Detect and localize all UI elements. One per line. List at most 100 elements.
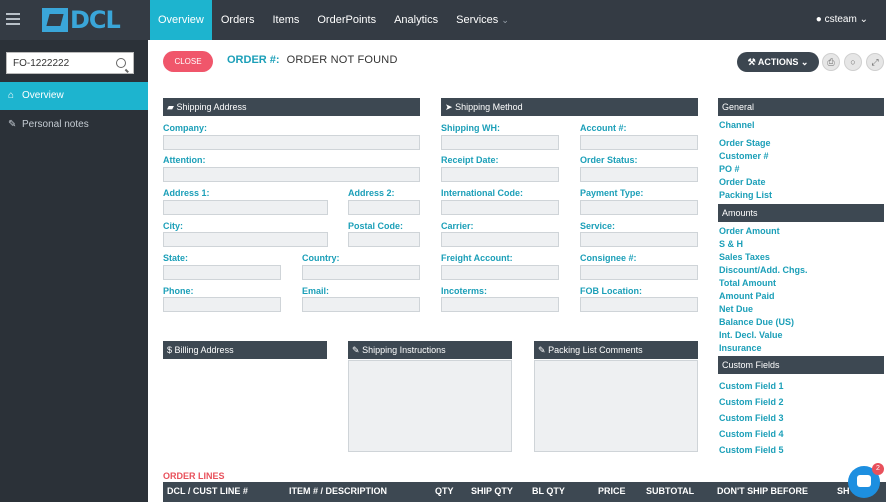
phone-label: Phone: bbox=[163, 286, 194, 296]
general-link-customer[interactable]: Customer # bbox=[719, 151, 769, 161]
column-header[interactable]: DON'T SHIP BEFORE bbox=[717, 486, 808, 496]
order-lines-table-header: DCL / CUST LINE # ITEM # / DESCRIPTION Q… bbox=[163, 482, 886, 502]
column-header[interactable]: SH bbox=[837, 486, 850, 496]
custom-fields-header: Custom Fields bbox=[718, 356, 884, 374]
column-header[interactable]: BL QTY bbox=[532, 486, 565, 496]
sidebar-item-personal-notes[interactable]: ✎ Personal notes bbox=[0, 111, 148, 139]
company-field[interactable] bbox=[163, 135, 420, 150]
consignee-label: Consignee #: bbox=[580, 253, 637, 263]
general-link-packing-list[interactable]: Packing List bbox=[719, 190, 773, 200]
city-label: City: bbox=[163, 221, 183, 231]
amount-link[interactable]: Sales Taxes bbox=[719, 252, 770, 262]
column-header[interactable]: DCL / CUST LINE # bbox=[167, 486, 248, 496]
amount-link[interactable]: S & H bbox=[719, 239, 744, 249]
chat-badge: 2 bbox=[872, 463, 884, 475]
custom-field-link[interactable]: Custom Field 5 bbox=[719, 445, 784, 455]
receipt-date-field[interactable] bbox=[441, 167, 559, 182]
state-field[interactable] bbox=[163, 265, 281, 280]
main-nav: Overview Orders Items OrderPoints Analyt… bbox=[150, 0, 518, 40]
amount-link[interactable]: Int. Decl. Value bbox=[719, 330, 783, 340]
user-menu[interactable]: ● csteam ⌄ bbox=[816, 14, 868, 25]
search-input[interactable] bbox=[7, 53, 107, 73]
shipping-wh-field[interactable] bbox=[441, 135, 559, 150]
account-field[interactable] bbox=[580, 135, 698, 150]
email-label: Email: bbox=[302, 286, 330, 296]
carrier-field[interactable] bbox=[441, 232, 559, 247]
amount-link[interactable]: Balance Due (US) bbox=[719, 317, 795, 327]
amount-link[interactable]: Net Due bbox=[719, 304, 754, 314]
section-title: Billing Address bbox=[174, 345, 234, 355]
logo[interactable]: DCL bbox=[42, 6, 121, 34]
amount-link[interactable]: Total Amount bbox=[719, 278, 776, 288]
account-label: Account #: bbox=[580, 123, 627, 133]
nav-items[interactable]: Items bbox=[272, 14, 300, 26]
state-label: State: bbox=[163, 253, 189, 263]
shipping-method-header: ➤ Shipping Method bbox=[441, 98, 698, 116]
shipping-instructions-textarea[interactable] bbox=[348, 360, 512, 452]
sidebar-item-label: Overview bbox=[22, 90, 64, 101]
refresh-icon[interactable]: ○ bbox=[844, 53, 862, 71]
search-icon[interactable] bbox=[116, 58, 126, 68]
amount-link[interactable]: Order Amount bbox=[719, 226, 780, 236]
home-icon: ⌂ bbox=[8, 90, 15, 101]
custom-field-link[interactable]: Custom Field 1 bbox=[719, 381, 784, 391]
amounts-header: Amounts bbox=[718, 204, 884, 222]
nav-overview[interactable]: Overview bbox=[150, 0, 212, 40]
general-link-po[interactable]: PO # bbox=[719, 164, 740, 174]
logo-mark-icon bbox=[42, 8, 68, 32]
international-code-field[interactable] bbox=[441, 200, 559, 215]
nav-services[interactable]: Services ⌄ bbox=[447, 0, 518, 40]
email-field[interactable] bbox=[302, 297, 420, 312]
username: csteam bbox=[824, 14, 857, 25]
chat-icon[interactable]: 2 bbox=[848, 463, 884, 498]
amount-link[interactable]: Insurance bbox=[719, 343, 762, 353]
service-field[interactable] bbox=[580, 232, 698, 247]
address2-field[interactable] bbox=[348, 200, 420, 215]
incoterms-field[interactable] bbox=[441, 297, 559, 312]
packing-list-comments-textarea[interactable] bbox=[534, 360, 698, 452]
column-header[interactable]: PRICE bbox=[598, 486, 626, 496]
amount-link[interactable]: Amount Paid bbox=[719, 291, 775, 301]
sidebar: ⌂ Overview ✎ Personal notes bbox=[0, 40, 148, 502]
column-header[interactable]: SHIP QTY bbox=[471, 486, 513, 496]
custom-field-link[interactable]: Custom Field 2 bbox=[719, 397, 784, 407]
order-status-field[interactable] bbox=[580, 167, 698, 182]
general-link-order-date[interactable]: Order Date bbox=[719, 177, 766, 187]
address1-field[interactable] bbox=[163, 200, 328, 215]
attention-field[interactable] bbox=[163, 167, 420, 182]
sidebar-item-overview[interactable]: ⌂ Overview bbox=[0, 82, 148, 110]
general-header: General bbox=[718, 98, 884, 116]
custom-field-link[interactable]: Custom Field 3 bbox=[719, 413, 784, 423]
custom-field-link[interactable]: Custom Field 4 bbox=[719, 429, 784, 439]
country-field[interactable] bbox=[302, 265, 420, 280]
chevron-down-icon: ⌄ bbox=[501, 15, 509, 25]
city-field[interactable] bbox=[163, 232, 328, 247]
menu-icon[interactable] bbox=[6, 13, 20, 25]
chevron-down-icon: ⌄ bbox=[859, 14, 868, 25]
column-header[interactable]: SUBTOTAL bbox=[646, 486, 695, 496]
nav-orders[interactable]: Orders bbox=[220, 14, 255, 26]
fob-location-field[interactable] bbox=[580, 297, 698, 312]
expand-icon[interactable]: ⤢ bbox=[866, 53, 884, 71]
column-header[interactable]: QTY bbox=[435, 486, 454, 496]
nav-analytics[interactable]: Analytics bbox=[394, 14, 439, 26]
incoterms-label: Incoterms: bbox=[441, 286, 488, 296]
phone-field[interactable] bbox=[163, 297, 281, 312]
payment-type-field[interactable] bbox=[580, 200, 698, 215]
order-number-value: ORDER NOT FOUND bbox=[286, 54, 398, 66]
wrench-icon: ⚒ bbox=[747, 57, 756, 67]
nav-orderpoints[interactable]: OrderPoints bbox=[317, 14, 377, 26]
postal-code-field[interactable] bbox=[348, 232, 420, 247]
print-icon[interactable]: ⎙ bbox=[822, 53, 840, 71]
column-header[interactable]: ITEM # / DESCRIPTION bbox=[289, 486, 388, 496]
attention-label: Attention: bbox=[163, 155, 206, 165]
close-button[interactable]: CLOSE bbox=[163, 51, 213, 72]
amount-link[interactable]: Discount/Add. Chgs. bbox=[719, 265, 808, 275]
freight-account-field[interactable] bbox=[441, 265, 559, 280]
actions-button[interactable]: ⚒ ACTIONS ⌄ bbox=[737, 52, 819, 72]
sidebar-item-label: Personal notes bbox=[22, 119, 89, 130]
general-link-order-stage[interactable]: Order Stage bbox=[719, 138, 771, 148]
order-search bbox=[6, 52, 134, 74]
general-link-channel[interactable]: Channel bbox=[719, 120, 755, 130]
consignee-field[interactable] bbox=[580, 265, 698, 280]
